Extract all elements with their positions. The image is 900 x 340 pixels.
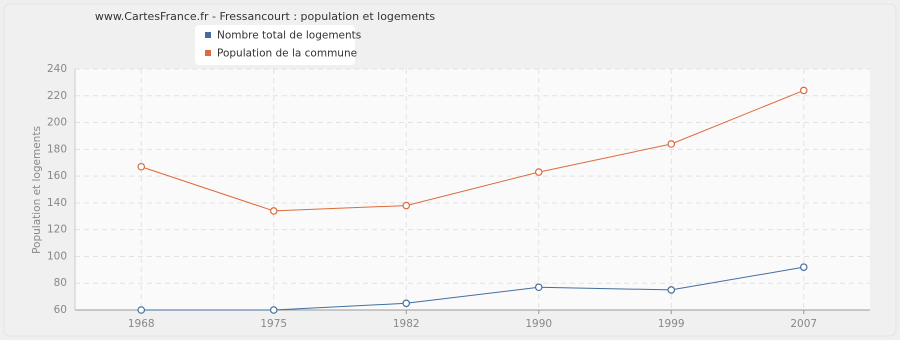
y-tick-label: 200: [47, 117, 67, 129]
data-point: [799, 86, 808, 95]
y-tick-label: 180: [47, 143, 67, 155]
data-point: [534, 168, 543, 176]
data-point: [799, 263, 808, 271]
data-point: [137, 162, 146, 171]
series-line: [141, 89, 804, 212]
data-point: [402, 201, 411, 210]
x-tick-label: 1968: [128, 318, 155, 330]
y-tick-label: 220: [47, 90, 67, 102]
y-tick-label: 120: [47, 224, 67, 236]
series-line: [141, 266, 804, 311]
data-point: [137, 306, 146, 314]
x-tick-label: 2007: [790, 318, 817, 330]
x-tick-label: 1975: [260, 318, 287, 330]
legend-swatch: [205, 50, 211, 56]
x-tick-label: 1990: [525, 318, 552, 330]
data-point: [269, 306, 278, 314]
y-axis-label: Population et logements: [31, 126, 43, 254]
data-point: [534, 283, 543, 292]
y-tick-label: 80: [54, 277, 67, 289]
y-tick-label: 240: [47, 63, 67, 75]
legend-swatch: [205, 32, 211, 38]
chart-title: www.CartesFrance.fr - Fressancourt : pop…: [95, 10, 436, 23]
y-tick-label: 160: [47, 170, 67, 182]
data-point: [402, 299, 411, 308]
data-point: [269, 207, 278, 215]
legend-label: Nombre total de logements: [217, 30, 361, 42]
y-tick-label: 140: [47, 197, 67, 209]
y-tick-label: 60: [54, 304, 67, 316]
data-point: [667, 286, 676, 294]
plot-area: [75, 69, 870, 310]
x-tick-label: 1982: [393, 318, 420, 330]
legend-label: Population de la commune: [217, 48, 357, 60]
data-point: [667, 140, 676, 148]
y-tick-label: 100: [47, 250, 67, 262]
x-tick-label: 1999: [658, 318, 685, 330]
legend: [195, 25, 355, 65]
